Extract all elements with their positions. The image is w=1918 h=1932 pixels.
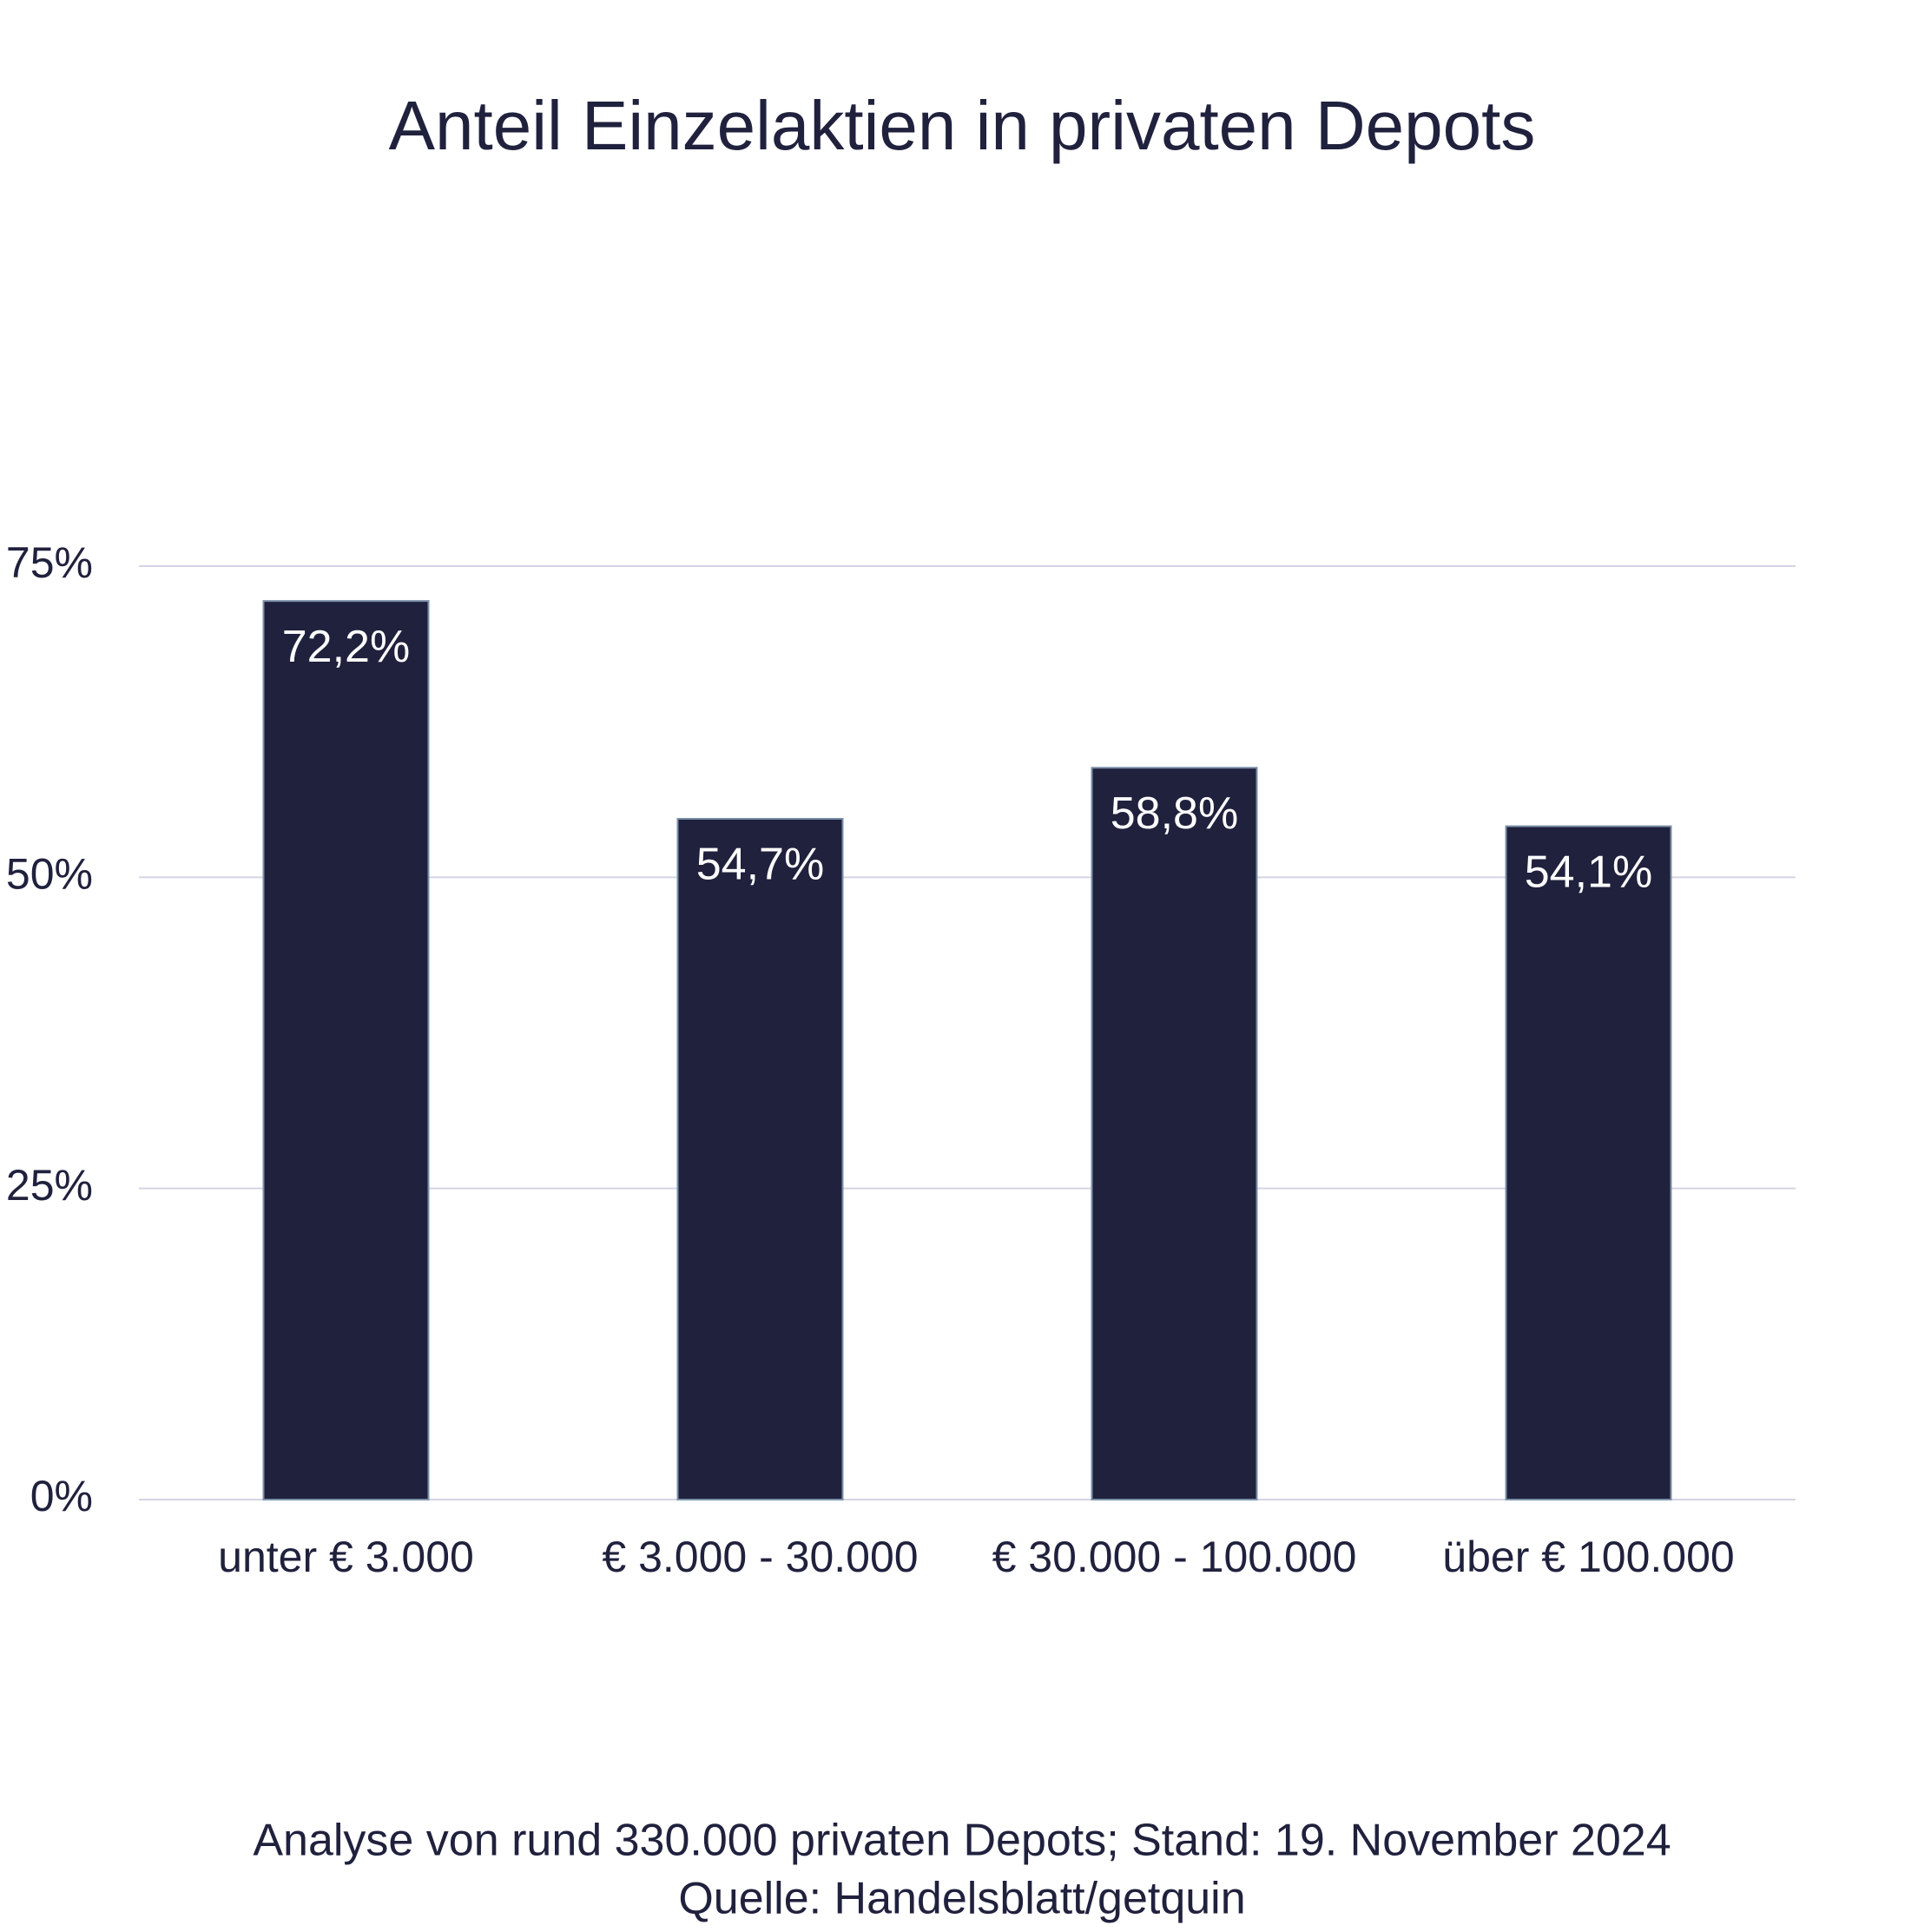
x-tick-label: € 30.000 - 100.000: [992, 1533, 1357, 1581]
bar: [1505, 825, 1672, 1500]
y-tick-label: 50%: [6, 850, 93, 899]
value-label: 54,7%: [696, 840, 824, 890]
value-label: 58,8%: [1111, 788, 1238, 839]
x-tick-label: unter € 3.000: [218, 1533, 474, 1581]
y-tick-label: 0%: [30, 1472, 93, 1520]
value-label: 54,1%: [1525, 847, 1652, 897]
value-label: 72,2%: [282, 622, 410, 672]
y-tick-label: 75%: [6, 538, 93, 587]
x-tick-label: € 3.000 - 30.000: [602, 1533, 918, 1581]
chart-title: Anteil Einzelaktien in privaten Depots: [389, 87, 1536, 164]
y-tick-label: 25%: [6, 1161, 93, 1210]
annotation: Analyse von rund 330.000 privaten Depots…: [253, 1816, 1671, 1866]
bar: [676, 817, 844, 1500]
annotation: Quelle: Handelsblatt/getquin: [678, 1874, 1245, 1924]
bar: [262, 600, 430, 1501]
x-tick-label: über € 100.000: [1442, 1533, 1734, 1581]
bar: [1091, 767, 1258, 1500]
